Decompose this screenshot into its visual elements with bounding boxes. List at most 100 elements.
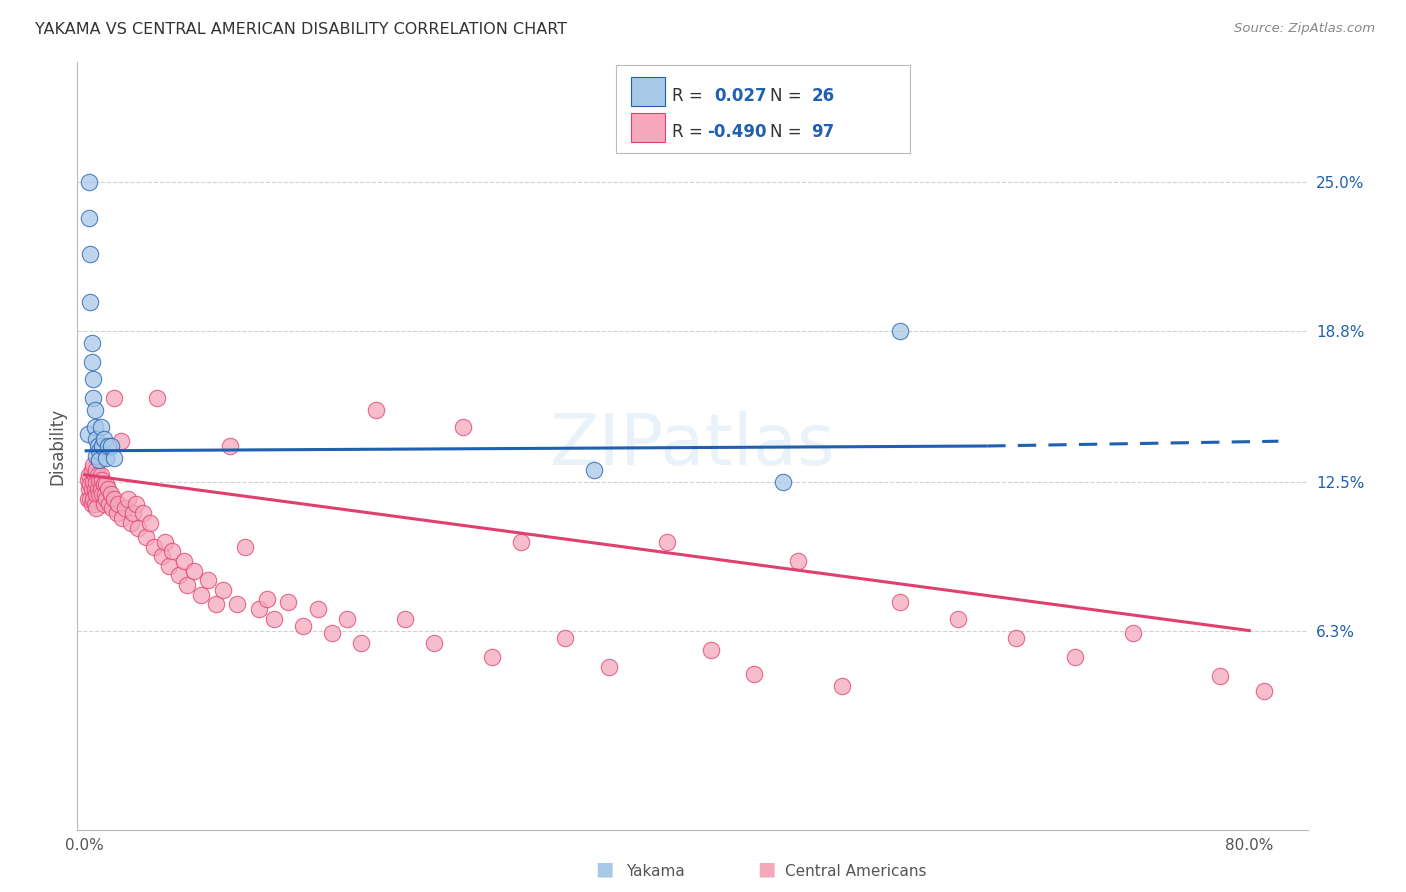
Point — [77, 482, 100, 496]
Point — [394, 612, 416, 626]
Point — [89, 473, 111, 487]
Point — [787, 554, 810, 568]
Text: YAKAMA VS CENTRAL AMERICAN DISABILITY CORRELATION CHART: YAKAMA VS CENTRAL AMERICAN DISABILITY CO… — [35, 22, 567, 37]
Y-axis label: Disability: Disability — [48, 408, 66, 484]
Point — [93, 477, 115, 491]
Point — [139, 516, 162, 530]
Point — [86, 482, 108, 496]
Point — [889, 324, 911, 338]
Point — [481, 649, 503, 664]
Point — [76, 473, 98, 487]
Point — [127, 520, 149, 534]
Point — [176, 578, 198, 592]
Point — [83, 403, 105, 417]
Point — [84, 475, 107, 489]
Point — [90, 420, 112, 434]
Point — [84, 449, 107, 463]
Point — [89, 443, 111, 458]
Point — [93, 496, 115, 510]
Point — [120, 516, 142, 530]
Point — [124, 496, 146, 510]
Point — [321, 626, 343, 640]
Point — [233, 540, 256, 554]
Point — [336, 612, 359, 626]
Text: R =: R = — [672, 123, 703, 141]
Point — [153, 534, 176, 549]
Point — [146, 391, 169, 405]
Point — [80, 335, 103, 350]
Point — [94, 487, 117, 501]
Point — [79, 295, 101, 310]
Point — [554, 631, 576, 645]
Point — [76, 427, 98, 442]
Point — [247, 602, 270, 616]
Point — [100, 487, 122, 501]
Point — [82, 491, 104, 506]
Point — [135, 530, 157, 544]
Point — [96, 450, 118, 465]
Point — [83, 496, 105, 510]
Point — [451, 420, 474, 434]
Point — [84, 463, 107, 477]
Point — [82, 458, 104, 473]
Point — [364, 403, 387, 417]
Text: -0.490: -0.490 — [707, 123, 766, 141]
Point — [79, 477, 101, 491]
Point — [160, 544, 183, 558]
Point — [96, 491, 118, 506]
Point — [423, 635, 446, 649]
Text: N =: N = — [770, 123, 801, 141]
Point — [183, 564, 205, 578]
Point — [97, 439, 120, 453]
Text: ■: ■ — [756, 860, 776, 879]
Point — [212, 582, 235, 597]
Point — [167, 568, 190, 582]
Point — [292, 619, 315, 633]
Point — [143, 540, 166, 554]
Text: 97: 97 — [811, 123, 835, 141]
Point — [197, 573, 219, 587]
Point — [84, 501, 107, 516]
Point — [1253, 683, 1275, 698]
Point — [82, 372, 104, 386]
Point — [263, 612, 285, 626]
Point — [699, 642, 721, 657]
Text: Central Americans: Central Americans — [785, 863, 927, 879]
Point — [103, 450, 125, 465]
Point — [103, 391, 125, 405]
Point — [101, 501, 124, 516]
Point — [157, 558, 180, 573]
Point — [90, 467, 112, 482]
Point — [831, 679, 853, 693]
Point — [82, 391, 104, 405]
Point — [84, 432, 107, 446]
Point — [77, 467, 100, 482]
Point — [219, 439, 242, 453]
Point — [204, 597, 226, 611]
Point — [946, 612, 969, 626]
Point — [76, 491, 98, 506]
Point — [256, 592, 278, 607]
Point — [89, 453, 111, 467]
Point — [277, 595, 299, 609]
Point — [86, 439, 108, 453]
Point — [96, 477, 118, 491]
Point — [121, 506, 143, 520]
Point — [105, 506, 128, 520]
Point — [772, 475, 794, 489]
Point — [79, 491, 101, 506]
Point — [190, 588, 212, 602]
Text: Source: ZipAtlas.com: Source: ZipAtlas.com — [1234, 22, 1375, 36]
Point — [173, 554, 195, 568]
Point — [350, 635, 373, 649]
Text: N =: N = — [770, 87, 801, 105]
Point — [307, 602, 329, 616]
Point — [91, 487, 114, 501]
Point — [150, 549, 173, 564]
Point — [91, 473, 114, 487]
Point — [77, 211, 100, 226]
Point — [90, 482, 112, 496]
Point — [110, 434, 132, 449]
Point — [132, 506, 155, 520]
Point — [889, 595, 911, 609]
